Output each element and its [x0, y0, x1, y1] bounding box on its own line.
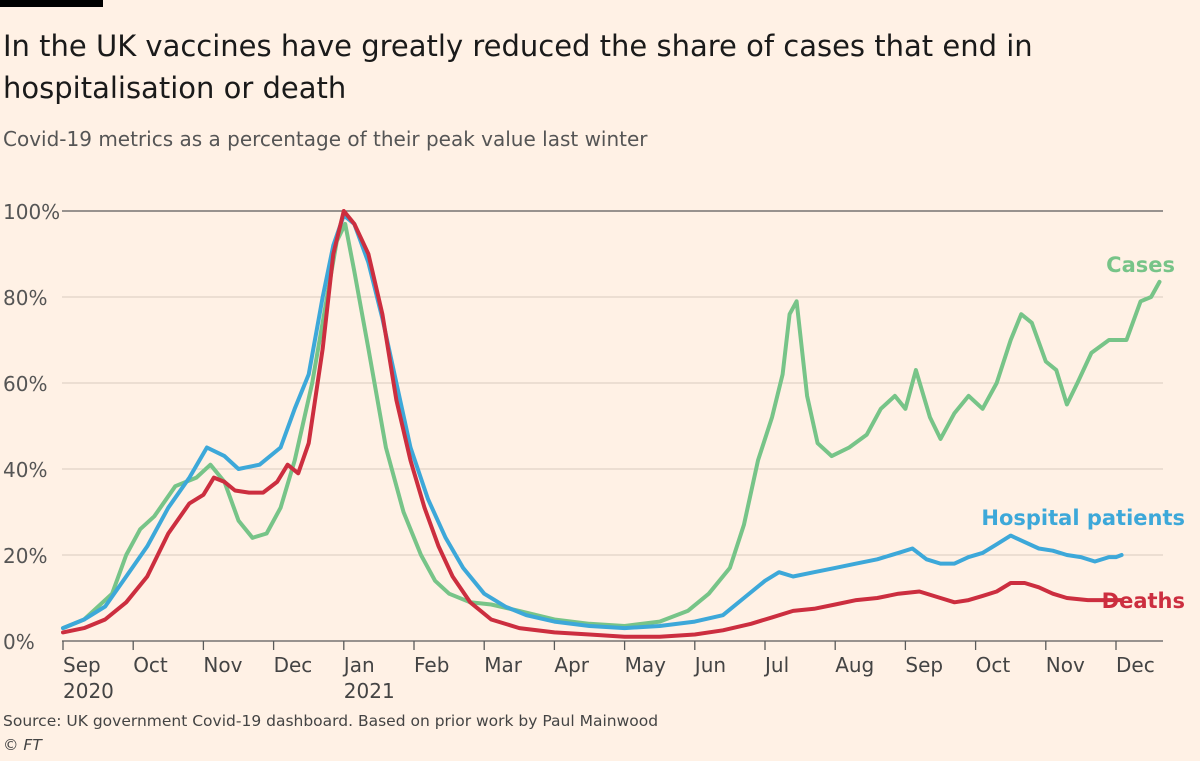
series-line-deaths [61, 209, 1124, 639]
series-label: Deaths [1102, 589, 1185, 613]
series-lines [61, 209, 1162, 639]
x-tick-label: Nov [1046, 653, 1085, 677]
x-tick-label: May [625, 653, 667, 677]
x-tick-label: Aug [835, 653, 874, 677]
y-axis-ticks: 0% 20% 40% 60% 80% 100% [3, 200, 60, 654]
series-label: Hospital patients [981, 506, 1185, 530]
x-tick-label: Sep [905, 653, 943, 677]
x-tick-label: Jul [763, 653, 789, 677]
x-tick-label: Jan [342, 653, 375, 677]
series-label: Cases [1106, 253, 1175, 277]
y-tick-label: 0% [3, 630, 35, 654]
y-tick-label: 80% [3, 286, 47, 310]
y-tick-label: 20% [3, 544, 47, 568]
source-note: Source: UK government Covid-19 dashboard… [3, 712, 659, 730]
chart-title: In the UK vaccines have greatly reduced … [3, 29, 1033, 105]
x-tick-label: Mar [484, 653, 523, 677]
series-line-hospital-patients [61, 213, 1124, 631]
x-tick-label: Oct [976, 653, 1011, 677]
y-tick-label: 40% [3, 458, 47, 482]
copyright-credit: © FT [3, 736, 42, 754]
x-tick-label: Nov [203, 653, 242, 677]
gridlines [62, 210, 1163, 642]
x-tick-label: Dec [1116, 653, 1155, 677]
chart-subtitle: Covid-19 metrics as a percentage of thei… [3, 127, 648, 151]
series-line-cases [61, 221, 1162, 631]
x-tick-label: Sep [63, 653, 101, 677]
x-tick-label: Jun [693, 653, 726, 677]
x-tick-year: 2020 [63, 679, 114, 703]
x-tick-label: Oct [133, 653, 168, 677]
y-tick-label: 60% [3, 372, 47, 396]
x-tick-year: 2021 [344, 679, 395, 703]
x-tick-label: Feb [414, 653, 449, 677]
series-labels: Cases Hospital patients Deaths [981, 253, 1185, 613]
x-tick-label: Dec [274, 653, 313, 677]
brand-bar [0, 0, 103, 7]
y-tick-label: 100% [3, 200, 60, 224]
x-tick-label: Apr [554, 653, 589, 677]
